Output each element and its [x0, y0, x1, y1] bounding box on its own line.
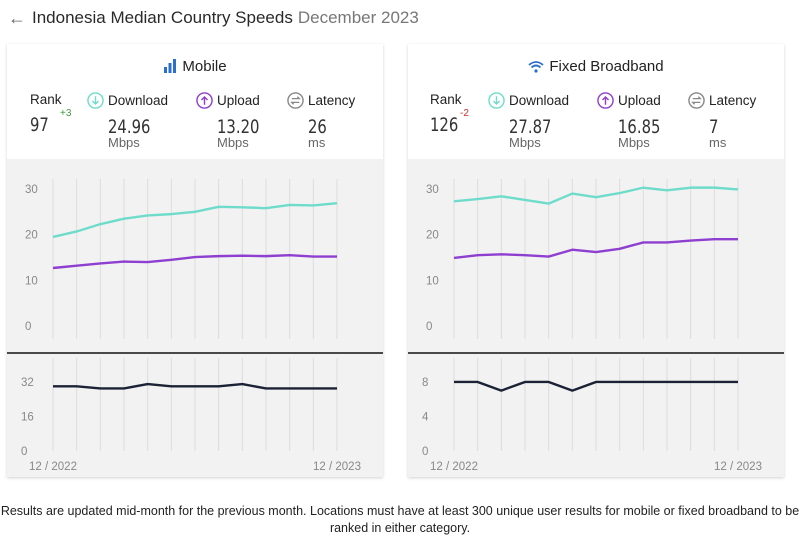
- speed-y-tick-label: 0: [426, 321, 432, 333]
- speed-y-tick-label: 20: [25, 230, 38, 242]
- speed-y-tick-label: 20: [426, 230, 439, 242]
- rank-value: 97: [30, 114, 49, 136]
- download-series-line: [453, 186, 739, 205]
- latency-label: Latency: [308, 93, 356, 108]
- mobile-panel: Mobile Rank 97 +3 Download 24.96 Mbps: [7, 44, 383, 477]
- download-unit: Mbps: [509, 135, 541, 150]
- latency-y-tick-label: 32: [21, 377, 34, 389]
- mobile-panel-title: Mobile: [7, 58, 383, 75]
- latency-y-tick-label: 8: [422, 377, 428, 389]
- speed-y-tick-label: 10: [426, 275, 439, 287]
- latency-icon: [287, 92, 304, 109]
- signal-bars-icon: [164, 59, 177, 73]
- download-series-line: [52, 201, 338, 239]
- latency-y-tick-label: 4: [422, 411, 429, 423]
- download-value: 24.96: [108, 116, 151, 138]
- fixed-title-text: Fixed Broadband: [549, 58, 664, 75]
- download-value: 27.87: [509, 116, 552, 138]
- upload-value: 16.85: [618, 116, 661, 138]
- fixed-download: Download 27.87 Mbps: [488, 92, 569, 150]
- upload-icon: [196, 92, 213, 109]
- latency-y-tick-label: 0: [21, 446, 27, 458]
- latency-series-line: [53, 382, 337, 390]
- upload-label: Upload: [618, 93, 661, 108]
- rank-value: 126: [430, 114, 459, 136]
- rank-label: Rank: [30, 92, 62, 107]
- footer-note: Results are updated mid-month for the pr…: [0, 504, 800, 535]
- upload-unit: Mbps: [217, 135, 249, 150]
- speed-y-tick-label: 30: [25, 184, 38, 196]
- speed-y-tick-label: 0: [25, 321, 31, 333]
- mobile-title-text: Mobile: [182, 58, 227, 75]
- latency-value: 7: [709, 116, 719, 138]
- rank-label: Rank: [430, 92, 462, 107]
- upload-unit: Mbps: [618, 135, 650, 150]
- latency-unit: ms: [308, 135, 326, 150]
- page-date: December 2023: [297, 8, 419, 27]
- rank-change: +3: [60, 108, 72, 119]
- upload-value: 13.20: [217, 116, 260, 138]
- wifi-icon: [528, 61, 544, 73]
- latency-unit: ms: [709, 135, 727, 150]
- x-start-label: 12 / 2022: [29, 461, 77, 473]
- back-arrow-icon[interactable]: ←: [8, 7, 26, 28]
- upload-series-line: [453, 238, 738, 260]
- latency-icon: [688, 92, 705, 109]
- latency-y-tick-label: 16: [21, 411, 34, 423]
- mobile-latency: Latency 26 ms: [287, 92, 355, 150]
- latency-label: Latency: [709, 93, 757, 108]
- mobile-stats: Mobile Rank 97 +3 Download 24.96 Mbps: [7, 44, 383, 159]
- upload-series-line: [52, 254, 337, 270]
- fixed-upload: Upload 16.85 Mbps: [597, 92, 672, 150]
- fixed-panel-title: Fixed Broadband: [408, 58, 784, 75]
- speed-y-tick-label: 30: [426, 184, 439, 196]
- latency-series-line: [454, 380, 738, 392]
- download-unit: Mbps: [108, 135, 140, 150]
- upload-label: Upload: [217, 93, 260, 108]
- mobile-upload: Upload 13.20 Mbps: [196, 92, 271, 150]
- upload-icon: [597, 92, 614, 109]
- page-title: Indonesia Median Country Speeds: [32, 8, 293, 27]
- fixed-rank: Rank 126: [430, 92, 466, 136]
- download-label: Download: [108, 93, 169, 108]
- page-header: ← Indonesia Median Country Speeds Decemb…: [8, 6, 419, 30]
- x-start-label: 12 / 2022: [430, 461, 478, 473]
- download-icon: [87, 92, 104, 109]
- download-icon: [488, 92, 505, 109]
- fixed-panel: Fixed Broadband Rank 126 -2 Download 27.…: [408, 44, 784, 477]
- fixed-stats: Fixed Broadband Rank 126 -2 Download 27.…: [408, 44, 784, 159]
- latency-y-tick-label: 0: [422, 446, 428, 458]
- download-label: Download: [509, 93, 570, 108]
- mobile-rank: Rank 97: [30, 92, 62, 136]
- fixed-latency: Latency 7 ms: [688, 92, 756, 150]
- x-end-label: 12 / 2023: [714, 461, 762, 473]
- speed-y-tick-label: 10: [25, 275, 38, 287]
- x-end-label: 12 / 2023: [313, 461, 361, 473]
- rank-change: -2: [460, 108, 469, 119]
- mobile-download: Download 24.96 Mbps: [87, 92, 168, 150]
- latency-value: 26: [308, 116, 327, 138]
